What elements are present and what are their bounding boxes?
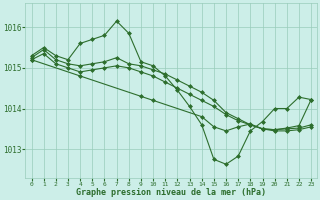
- X-axis label: Graphe pression niveau de la mer (hPa): Graphe pression niveau de la mer (hPa): [76, 188, 266, 197]
